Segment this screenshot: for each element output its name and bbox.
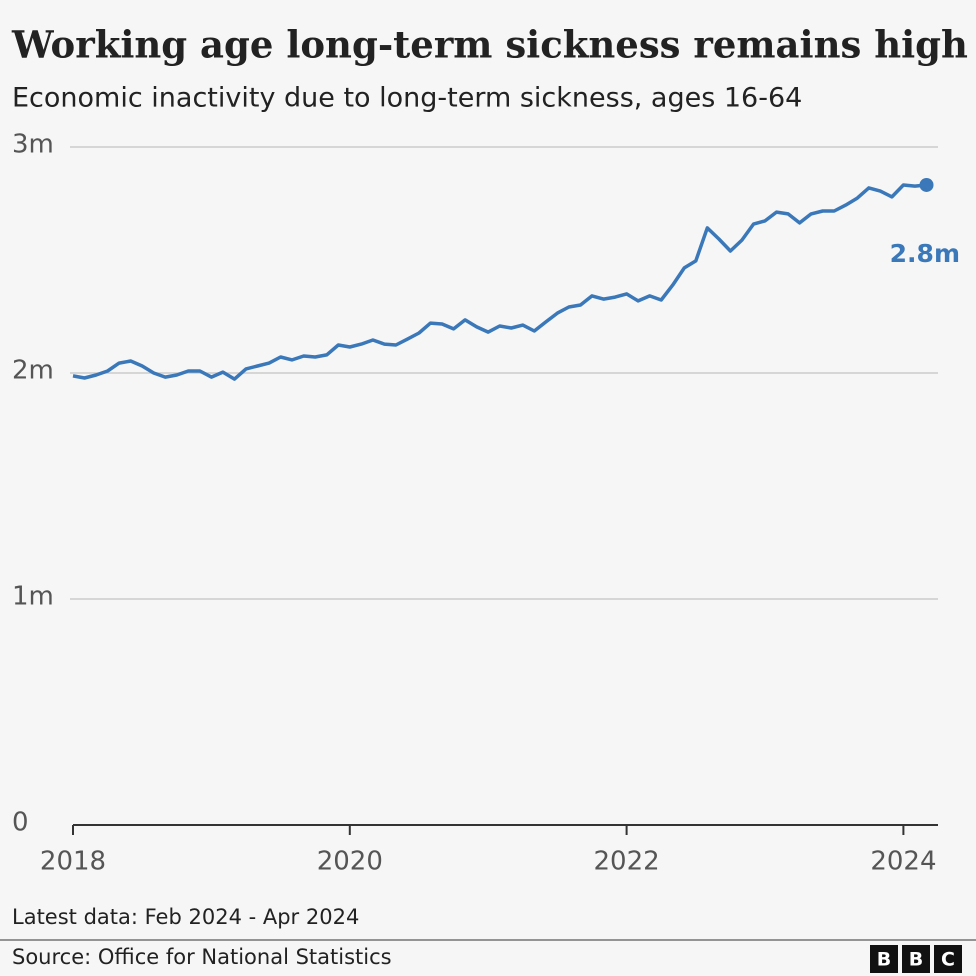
logo-letter: B bbox=[877, 949, 891, 971]
logo-box bbox=[870, 945, 898, 973]
y-tick-label: 3m bbox=[12, 130, 54, 160]
x-tick-label: 2018 bbox=[40, 847, 106, 877]
chart-title: Working age long-term sickness remains h… bbox=[11, 23, 968, 67]
note: Latest data: Feb 2024 - Apr 2024 bbox=[12, 905, 359, 929]
x-tick-label: 2020 bbox=[317, 847, 383, 877]
end-label: 2.8m bbox=[890, 239, 960, 268]
logo-box bbox=[902, 945, 930, 973]
x-tick-label: 2022 bbox=[594, 847, 660, 877]
chart-subtitle: Economic inactivity due to long-term sic… bbox=[12, 83, 802, 114]
data-line bbox=[72, 183, 927, 381]
y-tick-label: 1m bbox=[12, 582, 54, 612]
x-tick-label: 2024 bbox=[870, 847, 936, 877]
source: Source: Office for National Statistics bbox=[12, 945, 392, 969]
end-point bbox=[919, 177, 934, 192]
y-tick-label: 0 bbox=[12, 808, 29, 838]
logo-letter: B bbox=[909, 949, 923, 971]
y-tick-label: 2m bbox=[12, 356, 54, 386]
logo-box bbox=[934, 945, 962, 973]
logo-letter: C bbox=[941, 949, 955, 971]
